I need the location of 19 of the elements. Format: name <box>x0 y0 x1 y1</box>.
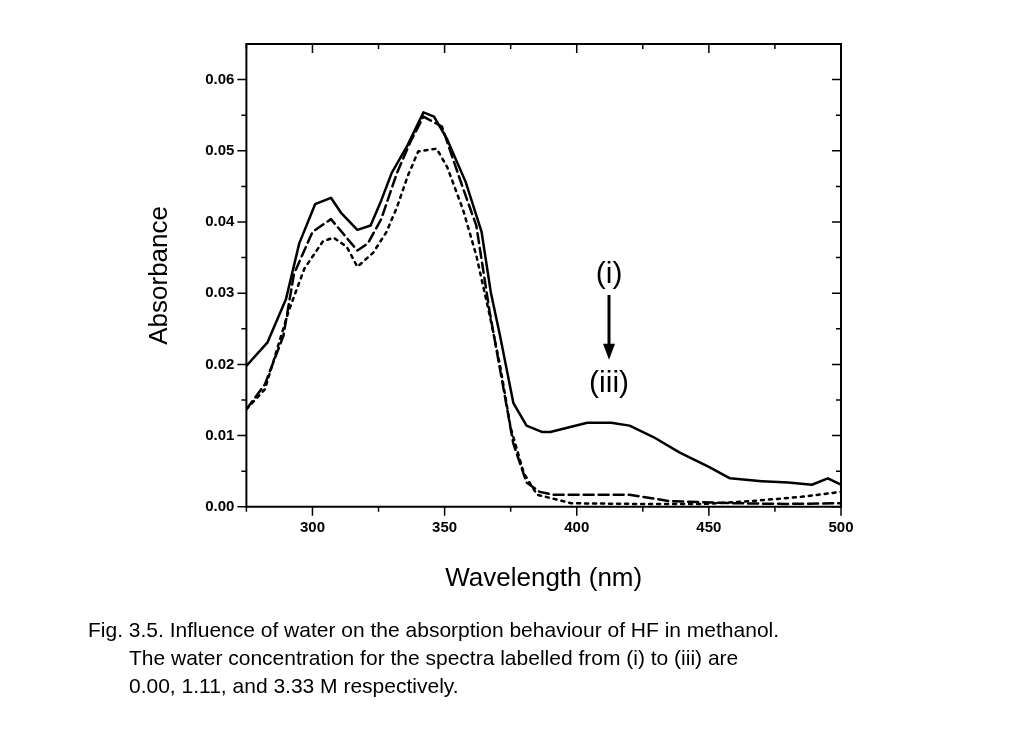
x-tick-label: 500 <box>828 517 854 535</box>
caption: Fig. 3.5. Influence of water on the absorption behaviour of HF in methanol. <box>88 617 781 643</box>
y-tick-label: 0.03 <box>205 283 235 301</box>
x-axis-title: Wavelength (nm) <box>445 561 643 592</box>
text: 0.00, 1.11, and 3.33 M respectively. <box>128 673 460 699</box>
annotation: (iii) <box>589 364 630 399</box>
annotation: (i) <box>595 256 623 291</box>
y-tick-label: 0.01 <box>205 425 235 443</box>
y-tick-label: 0.05 <box>205 140 235 158</box>
x-tick-label: 300 <box>299 517 325 535</box>
x-tick-label: 400 <box>564 517 590 535</box>
y-tick-label: 0.06 <box>205 69 235 87</box>
y-tick-label: 0.02 <box>205 354 235 372</box>
y-tick-label: 0.04 <box>205 212 236 230</box>
x-tick-label: 450 <box>696 517 722 535</box>
y-axis-title: Absorbance <box>142 206 173 345</box>
y-tick-label: 0.00 <box>205 496 235 514</box>
x-tick-label: 350 <box>432 517 458 535</box>
text: The water concentration for the spectra labelled from (i) to (iii) are <box>128 645 740 671</box>
